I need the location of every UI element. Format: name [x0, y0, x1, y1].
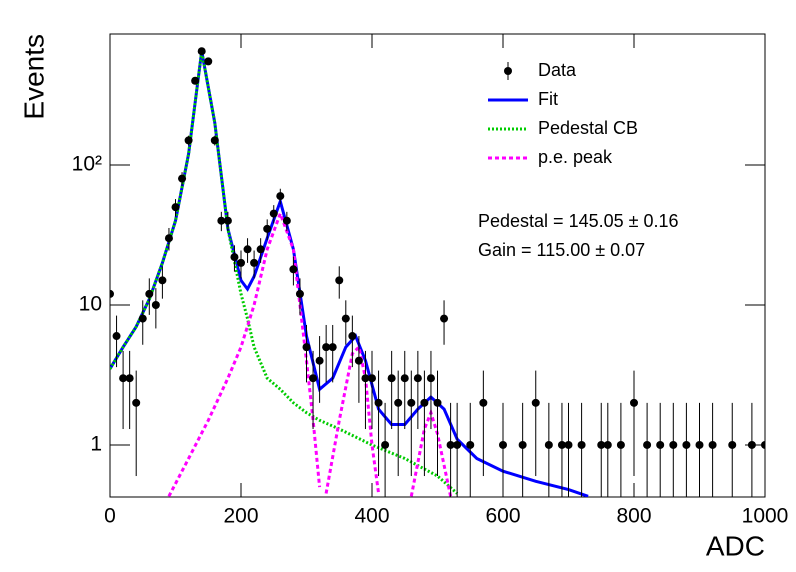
annotation: Gain = 115.00 ± 0.07 — [478, 240, 645, 260]
data-point — [374, 398, 383, 407]
legend-label: Pedestal CB — [538, 118, 638, 138]
data-point — [289, 265, 298, 274]
data-point — [656, 440, 665, 449]
data-point — [250, 258, 259, 267]
x-tick-label: 1000 — [742, 505, 789, 528]
data-point — [184, 136, 193, 145]
data-point — [557, 440, 566, 449]
data-point — [354, 356, 363, 365]
data-point — [630, 398, 638, 407]
data-point — [453, 440, 462, 449]
data-point — [276, 192, 285, 201]
data-point — [328, 343, 337, 352]
data-point — [413, 374, 422, 383]
legend-marker — [504, 67, 512, 75]
data-point — [669, 440, 678, 449]
data-point — [531, 398, 540, 407]
x-tick-label: 400 — [354, 505, 389, 528]
legend-label: Data — [538, 60, 577, 80]
data-point — [394, 398, 403, 407]
data-point — [695, 440, 704, 449]
x-tick-label: 600 — [485, 505, 520, 528]
data-point — [479, 398, 488, 407]
legend-label: p.e. peak — [538, 147, 613, 167]
data-point — [544, 440, 553, 449]
data-point — [499, 440, 507, 449]
data-point — [315, 356, 324, 365]
data-point — [210, 136, 219, 145]
data-point — [603, 440, 612, 449]
data-point — [217, 216, 226, 225]
data-point — [335, 276, 344, 285]
x-tick-label: 200 — [223, 505, 258, 528]
data-point — [110, 289, 114, 298]
data-point — [518, 440, 527, 449]
data-point — [407, 398, 416, 407]
data-point — [197, 47, 206, 56]
fit-curve — [110, 50, 459, 495]
x-tick-label: 800 — [616, 505, 651, 528]
data-point — [191, 76, 200, 85]
data-point — [368, 374, 376, 383]
data-point — [400, 374, 409, 383]
data-point — [125, 374, 134, 383]
data-point — [361, 374, 370, 383]
data-point — [237, 258, 245, 267]
data-point — [440, 314, 449, 323]
data-point — [728, 440, 737, 449]
data-point — [302, 343, 311, 352]
data-point — [322, 343, 331, 352]
data-point — [446, 440, 455, 449]
data-point — [243, 245, 252, 254]
data-point — [119, 374, 128, 383]
data-point — [433, 398, 442, 407]
data-point — [466, 440, 475, 449]
y-tick-label: 10 — [79, 293, 102, 316]
data-point — [387, 374, 396, 383]
data-point — [223, 216, 232, 225]
data-point — [145, 289, 154, 298]
data-point — [341, 314, 350, 323]
legend-label: Fit — [538, 89, 558, 109]
data-point — [171, 203, 180, 212]
data-point — [158, 276, 167, 285]
data-point — [643, 440, 652, 449]
data-point — [138, 314, 147, 323]
data-point — [597, 440, 606, 449]
data-point — [132, 398, 141, 407]
data-point — [420, 398, 429, 407]
x-tick-label: 0 — [104, 505, 116, 528]
fit-curve — [110, 50, 589, 497]
data-point — [577, 440, 586, 449]
data-point — [426, 374, 435, 383]
data-point — [682, 440, 691, 449]
data-point — [381, 440, 390, 449]
data-point — [309, 374, 318, 383]
plot-frame — [109, 33, 766, 498]
x-axis-title: ADC — [706, 530, 765, 561]
annotation: Pedestal = 145.05 ± 0.16 — [478, 211, 679, 231]
data-point — [230, 253, 239, 262]
data-point — [178, 174, 187, 183]
y-tick-label: 10² — [72, 153, 102, 176]
data-point — [164, 234, 173, 243]
data-point — [564, 440, 573, 449]
y-axis-title: Events — [18, 34, 49, 120]
data-point — [269, 209, 278, 218]
data-point — [708, 440, 717, 449]
data-point — [256, 245, 265, 254]
data-point — [282, 216, 291, 225]
data-point — [348, 332, 357, 341]
y-tick-label: 1 — [90, 433, 102, 456]
data-point — [151, 301, 160, 310]
data-point — [295, 289, 304, 298]
data-point — [263, 224, 272, 233]
data-point — [204, 57, 213, 66]
data-point — [616, 440, 625, 449]
data-point — [112, 332, 121, 341]
plot-area — [110, 47, 765, 497]
